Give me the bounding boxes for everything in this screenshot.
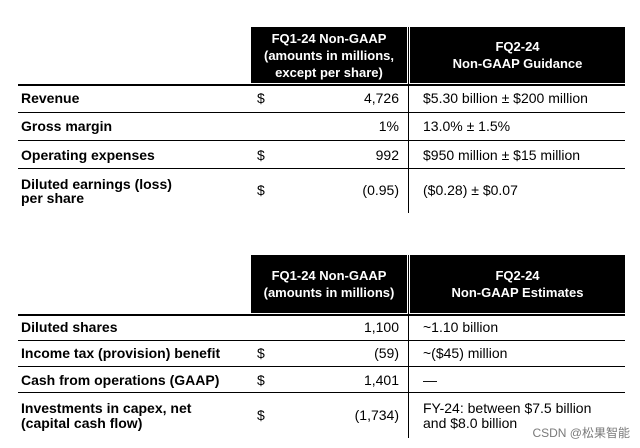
t1-row2-label: Gross margin [21, 118, 113, 134]
t1-header-fq2-line2: Non-GAAP Guidance [452, 56, 583, 71]
t2-row1-value: 1,100 [363, 319, 399, 335]
t1-header-fq1: FQ1-24 Non-GAAP (amounts in millions, ex… [251, 27, 407, 83]
t1-header-fq2: FQ2-24 Non-GAAP Guidance [410, 27, 625, 83]
t2-row4-label-line1: Investments in capex, net [21, 400, 192, 416]
t2-row3-label: Cash from operations (GAAP) [21, 372, 220, 388]
t1-row1-value: 4,726 [363, 90, 399, 106]
t1-row1-label: Revenue [21, 90, 80, 106]
t2-header-fq2-line2: Non-GAAP Estimates [451, 285, 584, 300]
t1-header-fq1-line2: (amounts in millions, [263, 47, 394, 63]
t2-header-fq1-line1: FQ1-24 Non-GAAP [271, 268, 387, 283]
t1-row3-guidance: $950 million ± $15 million [423, 147, 581, 163]
t1-row4-label-line2: per share [21, 190, 85, 206]
t2-row1-label: Diluted shares [21, 319, 118, 335]
t1-row3-currency: $ [257, 147, 265, 163]
t2-rule-1 [18, 340, 625, 341]
t1-row1-currency: $ [257, 90, 265, 106]
t2-header-fq1: FQ1-24 Non-GAAP (amounts in millions) [251, 255, 407, 313]
t2-row3-value: 1,401 [363, 372, 399, 388]
t1-col-divider [408, 27, 409, 213]
watermark: CSDN @松果智能 [532, 426, 630, 440]
t2-rule-top [18, 314, 625, 316]
t2-row1-guidance: ~1.10 billion [423, 319, 499, 335]
t2-row4-currency: $ [257, 407, 265, 423]
t2-rule-3 [18, 392, 625, 393]
t1-row2-value: 1% [378, 118, 399, 134]
t2-header-fq1-line2: (amounts in millions) [263, 285, 395, 300]
t2-row2-guidance: ~($45) million [423, 345, 508, 361]
t2-row4-guidance-line2: and $8.0 billion [423, 415, 518, 431]
t2-row4-guidance-line1: FY-24: between $7.5 billion [423, 400, 592, 416]
t1-rule-2 [18, 140, 625, 141]
t2-row2-label: Income tax (provision) benefit [21, 345, 221, 361]
t1-row4-currency: $ [257, 182, 265, 198]
t1-row4-value: (0.95) [362, 182, 399, 198]
t1-row4-label-line1: Diluted earnings (loss) [21, 176, 172, 192]
t1-row3-label: Operating expenses [21, 147, 155, 163]
t2-row2-value: (59) [374, 345, 399, 361]
t1-header-fq1-line3: except per share) [275, 64, 383, 80]
t2-header-fq2-line1: FQ2-24 [495, 268, 540, 283]
t2-row4-value: (1,734) [354, 407, 399, 423]
t1-row1-guidance: $5.30 billion ± $200 million [423, 90, 588, 106]
t2-row2-currency: $ [257, 345, 265, 361]
t2-rule-2 [18, 366, 625, 367]
t1-header-fq1-line1: FQ1-24 Non-GAAP [271, 30, 387, 46]
t2-row4-label-line2: (capital cash flow) [21, 415, 143, 431]
t1-rule-1 [18, 112, 625, 113]
t1-row3-value: 992 [375, 147, 399, 163]
t1-header-fq2-line1: FQ2-24 [495, 39, 540, 54]
t2-row3-guidance: — [423, 372, 437, 388]
t1-row4-guidance: ($0.28) ± $0.07 [423, 182, 518, 198]
t2-row3-currency: $ [257, 372, 265, 388]
t1-rule-top [18, 84, 625, 86]
t2-header-fq2: FQ2-24 Non-GAAP Estimates [410, 255, 625, 313]
t1-row2-guidance: 13.0% ± 1.5% [423, 118, 511, 134]
t1-rule-3 [18, 168, 625, 169]
t2-col-divider [408, 255, 409, 438]
